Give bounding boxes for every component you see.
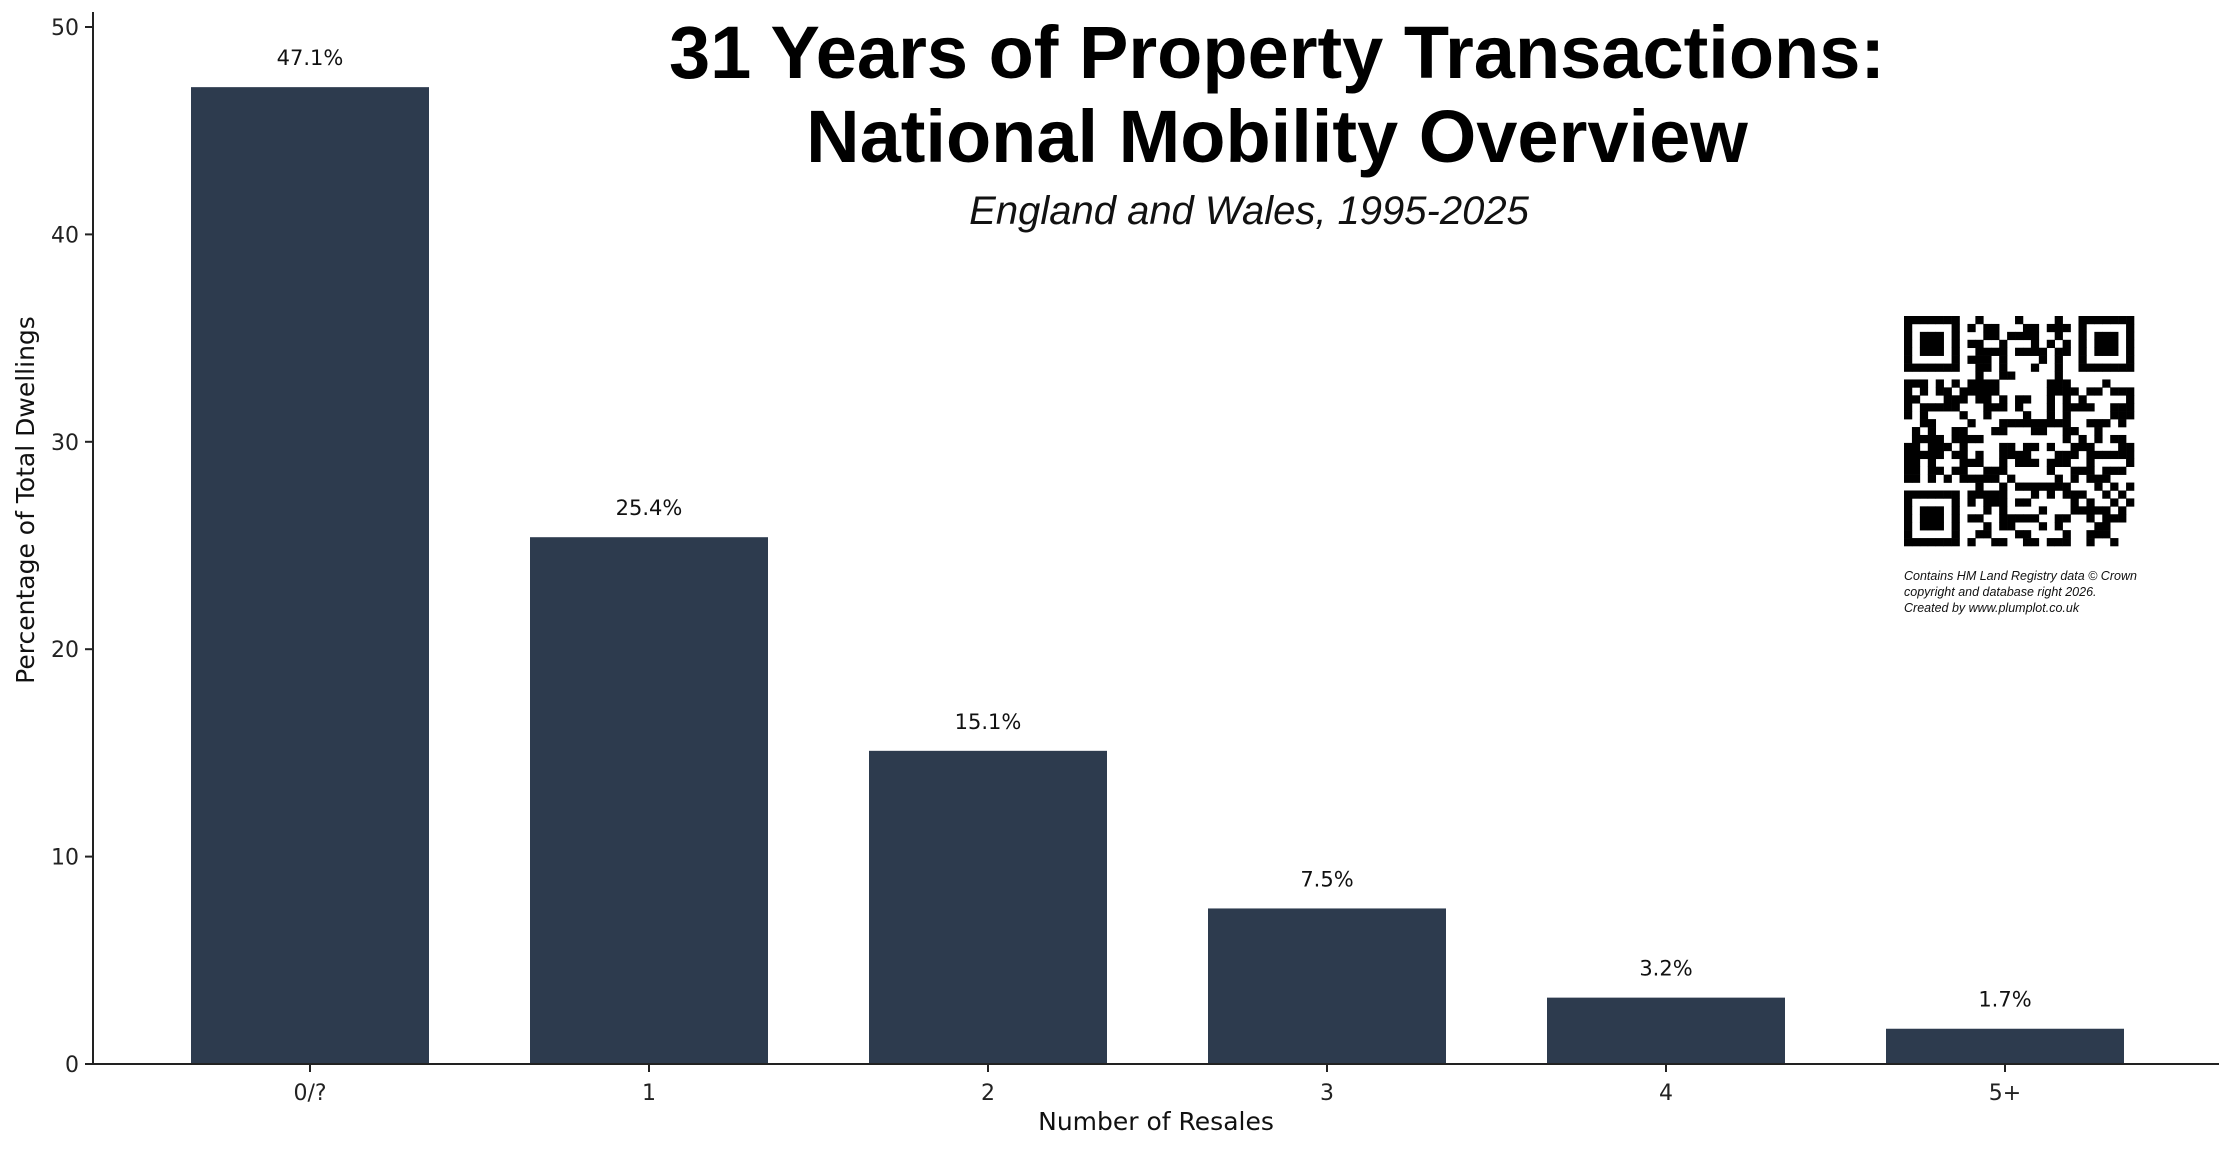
y-tick-label: 10	[51, 846, 79, 871]
chart-subtitle: England and Wales, 1995-2025	[969, 189, 1529, 233]
bar-5+	[1886, 1028, 2124, 1064]
data-label: 47.1%	[277, 46, 344, 70]
credit-line-3: Created by www.plumplot.co.uk	[1904, 601, 2080, 615]
x-axis: 0/? 1 2 3 4 5+	[92, 1063, 2219, 1106]
credit-line-2: copyright and database right 2026.	[1904, 585, 2097, 599]
data-label: 15.1%	[955, 710, 1022, 734]
bar-1	[530, 537, 768, 1064]
x-tick-label: 4	[1659, 1081, 1673, 1106]
data-label: 7.5%	[1300, 867, 1353, 891]
y-axis: 0 10 20 30 40 50	[51, 12, 94, 1078]
bar-4	[1547, 997, 1785, 1064]
y-tick-label: 50	[51, 16, 79, 41]
credit-line-1: Contains HM Land Registry data © Crown	[1904, 569, 2137, 583]
y-tick-label: 40	[51, 223, 79, 248]
bars: 47.1% 25.4% 15.1% 7.5% 3.2% 1.7%	[191, 46, 2124, 1064]
data-label: 25.4%	[616, 496, 683, 520]
x-tick-label: 3	[1320, 1081, 1334, 1106]
y-tick-label: 20	[51, 638, 79, 663]
y-tick-label: 0	[65, 1053, 79, 1078]
x-tick-label: 2	[981, 1081, 995, 1106]
data-label: 3.2%	[1639, 957, 1692, 981]
y-axis-label: Percentage of Total Dwellings	[11, 316, 40, 684]
x-tick-label: 5+	[1989, 1081, 2021, 1106]
x-axis-label: Number of Resales	[1038, 1107, 1274, 1136]
x-tick-label: 0/?	[293, 1081, 326, 1106]
bar-2	[869, 750, 1107, 1064]
bar-3	[1208, 908, 1446, 1064]
y-tick-label: 30	[51, 431, 79, 456]
qr-code-icon	[1904, 316, 2135, 547]
bar-0/?	[191, 87, 429, 1064]
chart-title-line-1: 31 Years of Property Transactions:	[669, 11, 1885, 94]
chart-title-line-2: National Mobility Overview	[806, 95, 1748, 178]
data-label: 1.7%	[1978, 988, 2031, 1012]
x-tick-label: 1	[642, 1081, 656, 1106]
